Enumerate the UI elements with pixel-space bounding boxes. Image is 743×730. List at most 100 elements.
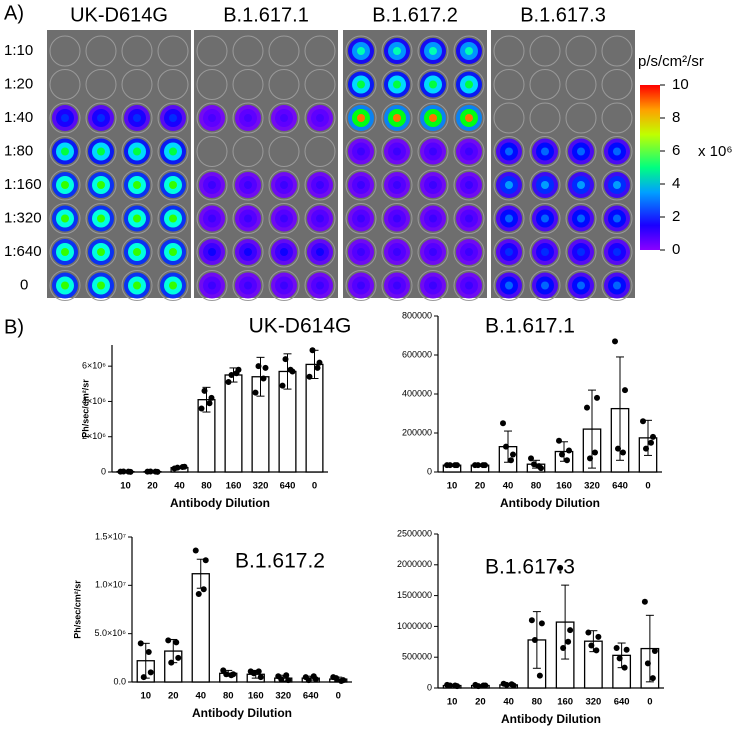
y-tick-label: 2500000	[397, 528, 432, 538]
well	[232, 102, 264, 134]
x-tick-label: 640	[614, 697, 630, 708]
data-point	[584, 404, 590, 411]
data-point	[615, 445, 621, 452]
panel-title: B.1.617.1	[223, 4, 309, 26]
data-point	[316, 359, 323, 366]
well	[565, 69, 597, 100]
x-tick-label: 10	[120, 481, 131, 492]
well	[232, 35, 264, 67]
data-point	[223, 671, 230, 678]
signal	[465, 214, 473, 223]
data-point	[536, 672, 543, 679]
signal	[577, 181, 585, 189]
well	[157, 203, 189, 234]
y-tick-label: 2000000	[397, 559, 432, 569]
x-tick-label: 640	[280, 481, 296, 492]
data-point	[206, 400, 213, 407]
y-tick-label: 6×10⁶	[82, 361, 106, 371]
x-tick-label: 0	[312, 481, 317, 492]
data-point	[228, 672, 235, 679]
well	[157, 35, 189, 67]
signal	[208, 248, 216, 256]
well	[157, 270, 189, 301]
signal	[577, 214, 585, 223]
well	[529, 203, 561, 234]
well	[196, 136, 228, 167]
signal	[244, 114, 252, 122]
signal	[429, 114, 437, 122]
signal	[613, 248, 621, 256]
signal	[465, 80, 473, 89]
well	[453, 169, 485, 201]
x-tick-label: 160	[557, 697, 573, 708]
data-point	[202, 557, 209, 564]
data-point	[333, 675, 340, 682]
signal	[429, 181, 437, 189]
well	[85, 236, 117, 268]
data-point	[585, 629, 592, 636]
data-point	[452, 462, 458, 469]
data-point	[137, 640, 144, 647]
well	[85, 169, 117, 201]
well	[417, 35, 449, 67]
well	[268, 35, 300, 67]
well	[121, 236, 153, 268]
signal	[541, 281, 549, 290]
data-point	[508, 681, 515, 688]
data-point	[510, 451, 516, 458]
signal	[97, 248, 105, 256]
signal	[97, 214, 105, 223]
data-point	[616, 655, 623, 662]
y-tick-label: 0	[427, 682, 432, 692]
well	[493, 69, 525, 100]
x-tick-label: 10	[140, 691, 151, 702]
well	[49, 69, 81, 100]
data-point	[120, 468, 127, 475]
data-point	[200, 586, 207, 593]
signal	[429, 47, 437, 55]
panel-title: B.1.617.3	[520, 4, 606, 26]
well	[381, 102, 413, 134]
well	[157, 236, 189, 268]
well	[417, 102, 449, 134]
x-tick-label: 320	[253, 481, 269, 492]
well	[417, 203, 449, 234]
data-point	[623, 646, 630, 653]
well	[49, 270, 81, 301]
data-point	[592, 449, 598, 456]
well	[453, 102, 485, 134]
x-axis-label: Antibody Dilution	[170, 496, 270, 510]
y-tick-label: 0.0	[113, 676, 126, 686]
panel-label: A)	[4, 2, 24, 24]
well	[565, 102, 597, 134]
data-point	[145, 649, 152, 656]
x-tick-label: 20	[475, 481, 486, 492]
x-tick-label: 640	[303, 691, 319, 702]
error-bar	[588, 389, 596, 469]
well	[232, 69, 264, 100]
y-tick-label: 5.0×10⁶	[95, 628, 127, 638]
well	[493, 169, 525, 201]
signal	[169, 114, 177, 122]
signal	[244, 248, 252, 256]
x-tick-label: 80	[531, 481, 542, 492]
data-point	[560, 644, 567, 651]
x-tick-label: 20	[168, 691, 179, 702]
well	[601, 136, 633, 167]
signal	[577, 248, 585, 256]
data-point	[593, 647, 600, 654]
data-point	[531, 461, 537, 468]
data-point	[140, 674, 147, 681]
well	[565, 270, 597, 301]
well	[453, 203, 485, 234]
signal	[505, 181, 513, 189]
well	[121, 136, 153, 167]
well	[529, 69, 561, 100]
colorbar	[640, 85, 660, 250]
well	[121, 69, 153, 100]
data-point	[480, 462, 486, 469]
signal	[61, 214, 69, 223]
signal	[465, 281, 473, 290]
signal	[357, 181, 365, 189]
data-point	[250, 670, 257, 677]
